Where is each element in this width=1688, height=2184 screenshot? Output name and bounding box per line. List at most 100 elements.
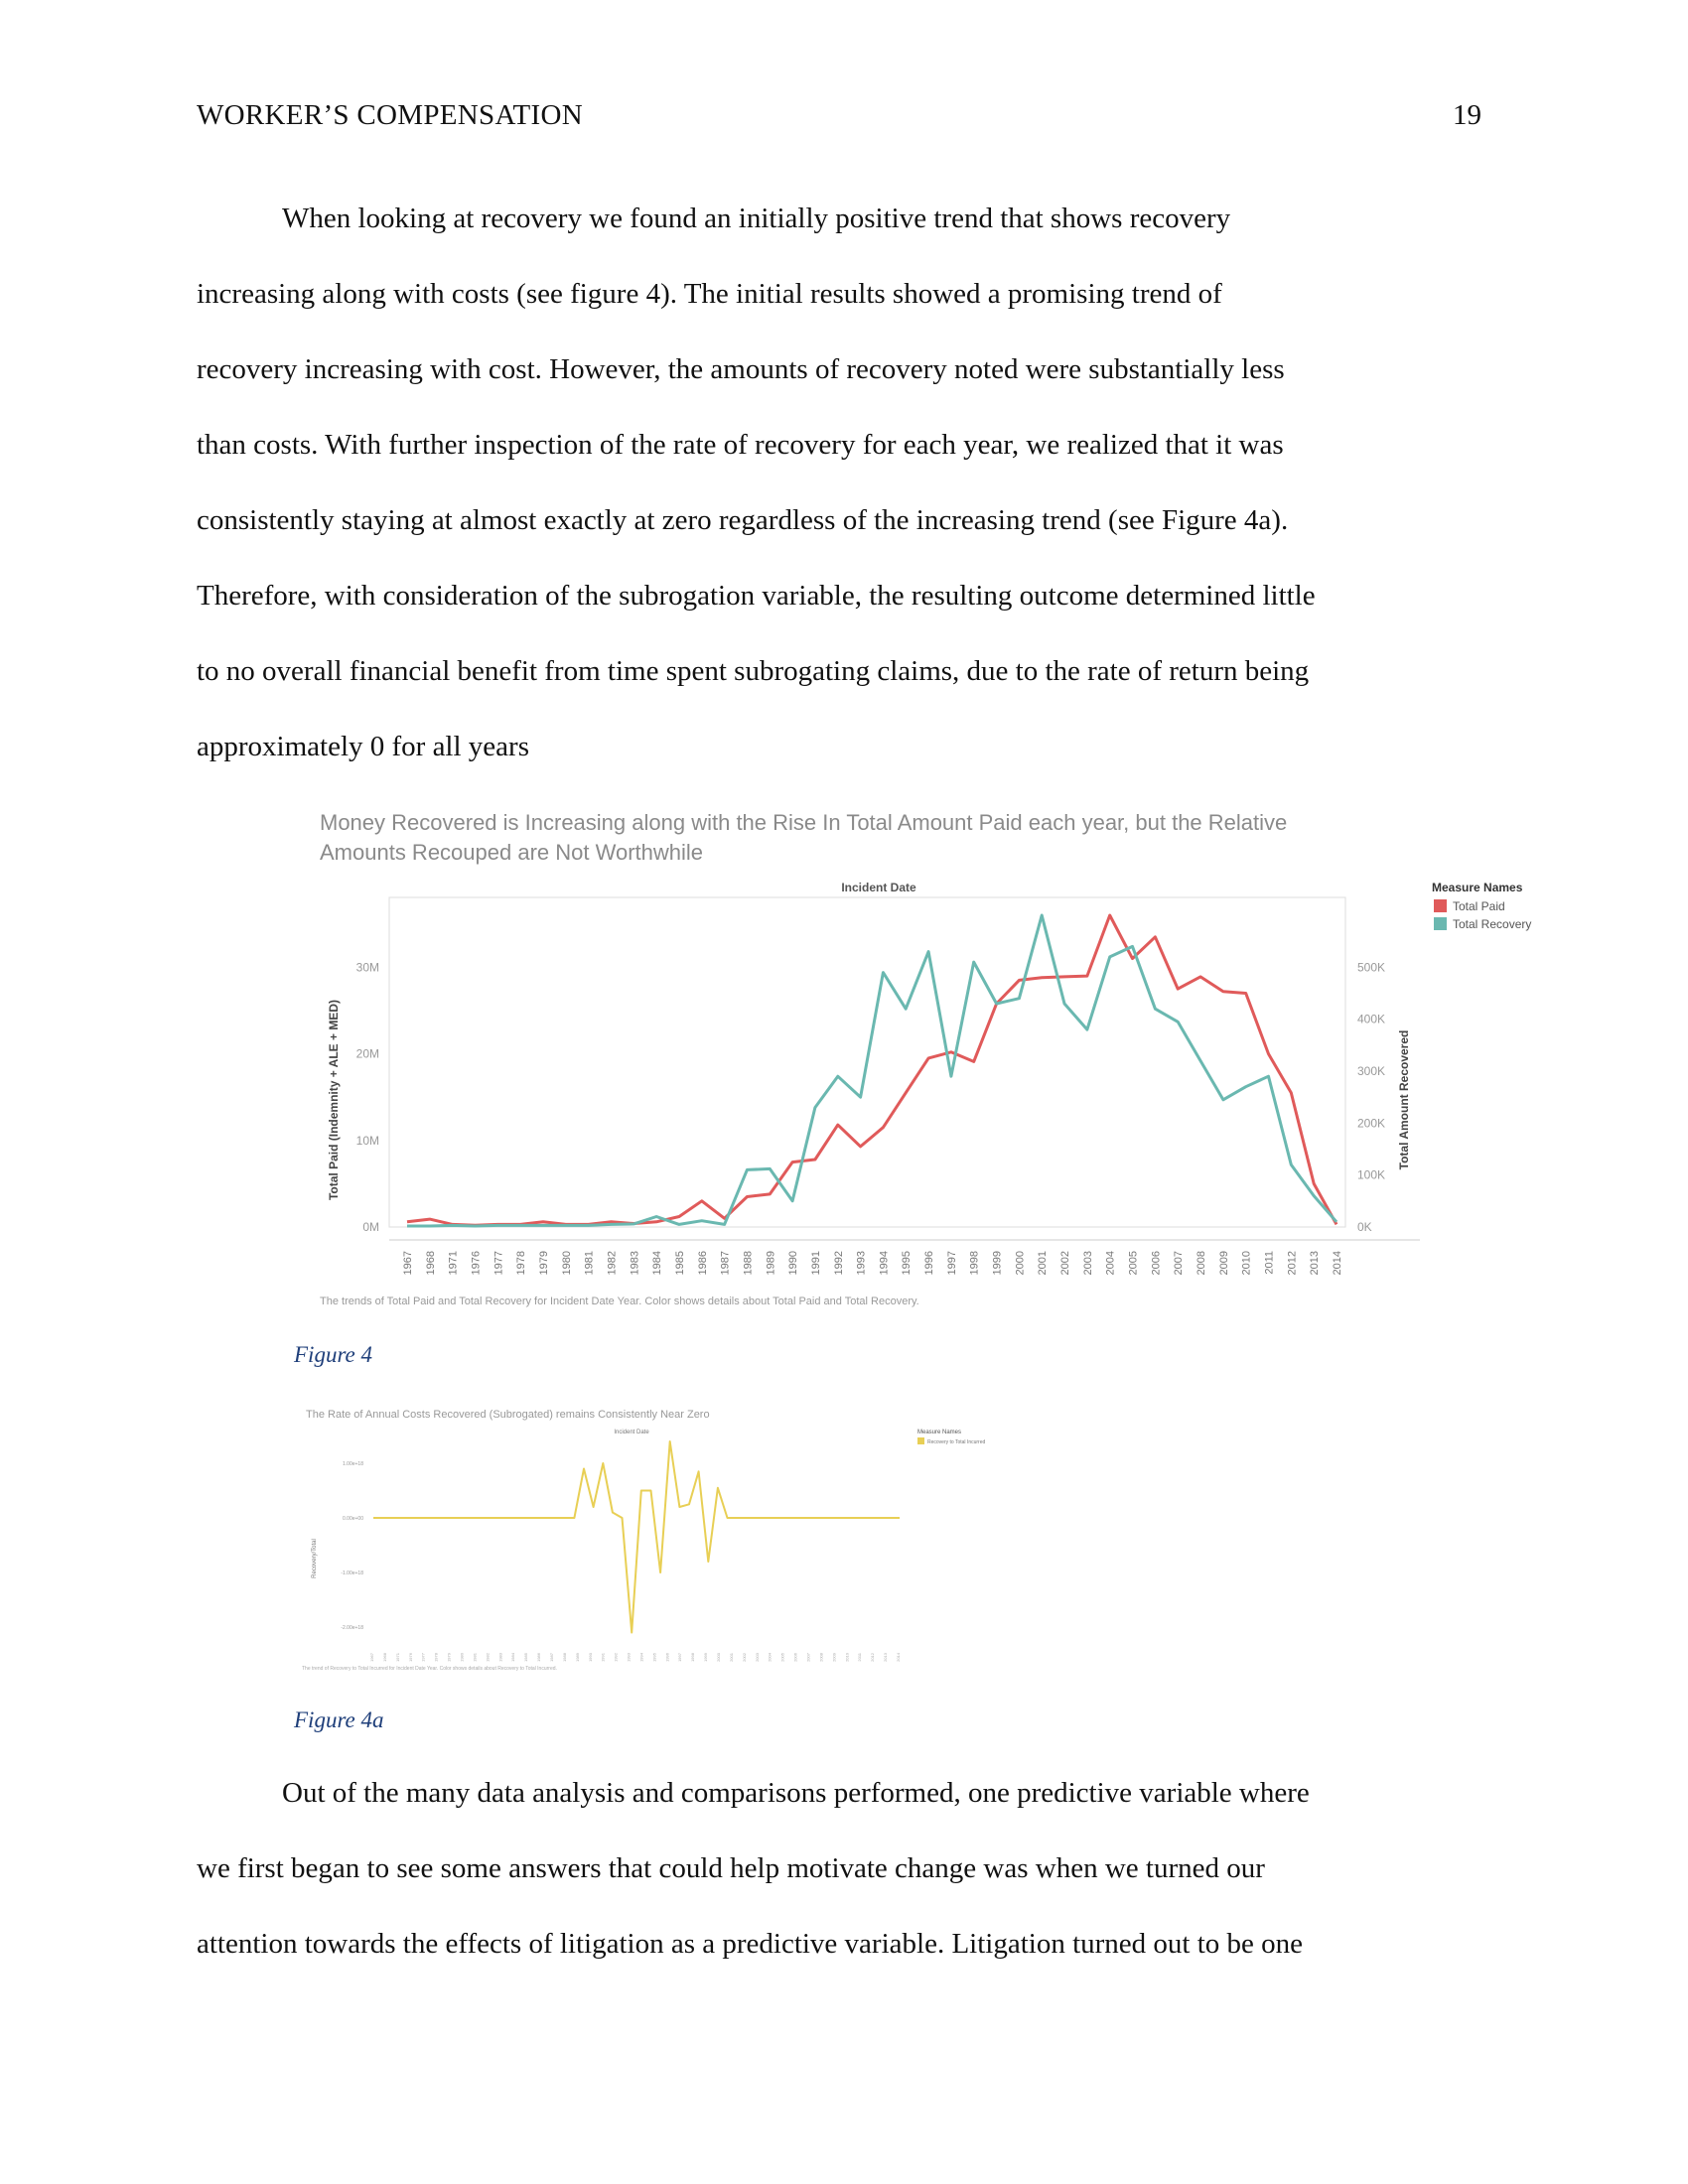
x-tick-label: 2001 — [1037, 1251, 1049, 1275]
x-tick-label: 1987 — [549, 1652, 554, 1662]
y-axis-label: Recovery/Total — [312, 1539, 318, 1578]
paragraph-line: we first began to see some answers that … — [197, 1852, 1265, 1884]
x-tick-label: 2002 — [742, 1652, 747, 1662]
legend-swatch — [917, 1437, 924, 1444]
x-tick-label: 1967 — [369, 1652, 374, 1662]
x-tick-label: 1996 — [664, 1652, 669, 1662]
x-tick-label: 1980 — [561, 1251, 573, 1275]
legend-label: Recovery to Total Incurred — [927, 1439, 985, 1445]
x-tick-label: 1986 — [536, 1652, 541, 1662]
left-axis: 30M 20M 10M 0M — [356, 960, 379, 1234]
x-tick-label: 2004 — [1105, 1251, 1117, 1275]
y-tick-label: -1.00e+18 — [341, 1570, 363, 1576]
running-header: WORKER’S COMPENSATION 19 — [197, 99, 1481, 139]
x-tick-label: 1978 — [434, 1652, 439, 1662]
x-tick-label: 1999 — [703, 1652, 708, 1662]
left-tick-label: 30M — [356, 960, 379, 974]
x-tick-label: 1997 — [946, 1251, 958, 1275]
chart-title-line1: Money Recovered is Increasing along with… — [320, 810, 1287, 835]
x-tick-label: 1979 — [538, 1251, 550, 1275]
chart-footnote: The trends of Total Paid and Total Recov… — [320, 1296, 919, 1307]
x-tick-label: 1979 — [447, 1652, 452, 1662]
left-axis-label: Total Paid (Indemnity + ALE + MED) — [327, 1000, 341, 1200]
x-tick-label: 1998 — [690, 1652, 695, 1662]
x-tick-label: 2001 — [729, 1652, 734, 1662]
x-tick-label: 1998 — [969, 1251, 981, 1275]
x-tick-label: 2011 — [857, 1652, 862, 1661]
x-tick-label: 1985 — [523, 1652, 528, 1662]
x-tick-label: 1977 — [492, 1251, 504, 1275]
top-axis-label: Incident Date — [614, 1430, 649, 1435]
plot-frame — [388, 896, 1420, 1241]
right-tick-label: 200K — [1357, 1116, 1385, 1130]
running-title: WORKER’S COMPENSATION — [197, 99, 583, 131]
plot-border — [388, 896, 1346, 1228]
right-axis: 500K 400K 300K 200K 100K 0K — [1357, 960, 1385, 1234]
paragraph-line: consistently staying at almost exactly a… — [197, 504, 1289, 536]
legend-swatch-total-paid — [1434, 899, 1447, 912]
x-tick-label: 2014 — [1332, 1251, 1343, 1275]
y-tick-label: 0.00e+00 — [343, 1516, 363, 1522]
right-tick-label: 400K — [1357, 1013, 1385, 1026]
x-tick-label: 1983 — [629, 1251, 640, 1275]
x-tick-label: 2010 — [844, 1652, 849, 1662]
x-tick-label: 2014 — [896, 1652, 901, 1662]
x-tick-label: 1996 — [923, 1251, 935, 1275]
x-tick-label: 1994 — [878, 1251, 890, 1275]
x-tick-label: 1981 — [584, 1251, 596, 1275]
right-tick-label: 500K — [1357, 960, 1385, 974]
series-line-total-paid — [406, 913, 1338, 1227]
x-tick-label: 1995 — [651, 1652, 656, 1662]
right-tick-label: 0K — [1357, 1220, 1372, 1234]
legend: Measure Names Recovery to Total Incurred — [917, 1430, 985, 1445]
x-tick-label: 1991 — [601, 1652, 606, 1662]
x-tick-label: 1991 — [810, 1251, 822, 1275]
x-tick-label: 1989 — [575, 1652, 580, 1662]
paragraph-line: attention towards the effects of litigat… — [197, 1928, 1304, 1960]
x-tick-label: 2013 — [1309, 1251, 1321, 1275]
x-tick-label: 1980 — [459, 1652, 464, 1662]
right-tick-label: 300K — [1357, 1064, 1385, 1078]
x-tick-label: 2005 — [1128, 1251, 1140, 1275]
x-tick-label: 2010 — [1241, 1251, 1253, 1275]
series-lines — [373, 1440, 900, 1634]
legend: Measure Names Total Paid Total Recovery — [1432, 881, 1531, 931]
paragraph-line: approximately 0 for all years — [197, 731, 529, 762]
x-tick-label: 2003 — [755, 1652, 760, 1662]
x-tick-label: 2003 — [1082, 1251, 1094, 1275]
left-tick-label: 10M — [356, 1134, 379, 1148]
x-tick-label: 1984 — [510, 1652, 515, 1662]
figure-4a-chart: The Rate of Annual Costs Recovered (Subr… — [302, 1409, 985, 1672]
x-tick-label: 1976 — [408, 1652, 413, 1662]
x-tick-label: 1978 — [515, 1251, 527, 1275]
x-tick-label: 2005 — [780, 1652, 785, 1662]
left-tick-label: 0M — [362, 1220, 379, 1234]
series-line-total-recovery — [407, 913, 1338, 1228]
right-axis-label: Total Amount Recovered — [1397, 1030, 1411, 1170]
x-tick-label: 1987 — [720, 1251, 732, 1275]
legend-swatch-total-recovery — [1434, 917, 1447, 930]
x-tick-label: 2009 — [831, 1652, 836, 1662]
legend-title: Measure Names — [917, 1430, 961, 1435]
series-line-recovery-ratio — [373, 1440, 900, 1634]
legend-label-total-recovery: Total Recovery — [1453, 917, 1531, 931]
paragraph-line: increasing along with costs (see figure … — [197, 278, 1222, 310]
paragraph-recovery: When looking at recovery we found an ini… — [197, 181, 1487, 784]
x-tick-label: 1995 — [901, 1251, 913, 1275]
figure-4-caption: Figure 4 — [294, 1342, 372, 1367]
legend-label-total-paid: Total Paid — [1453, 899, 1505, 913]
paragraph-line: Out of the many data analysis and compar… — [282, 1777, 1310, 1809]
x-tick-label: 2002 — [1059, 1251, 1071, 1275]
x-tick-label: 2000 — [716, 1652, 721, 1662]
x-tick-label: 1971 — [395, 1652, 400, 1662]
paragraph-litigation: Out of the many data analysis and compar… — [197, 1755, 1487, 1981]
paragraph-line: Therefore, with consideration of the sub… — [197, 580, 1316, 612]
x-tick-label: 1981 — [472, 1652, 477, 1662]
y-axis: 1.00e+18 0.00e+00 -1.00e+18 -2.00e+18 — [341, 1461, 363, 1631]
chart-footnote: The trend of Recovery to Total Incurred … — [302, 1666, 557, 1672]
y-tick-label: -2.00e+18 — [341, 1625, 363, 1631]
x-tick-label: 2008 — [818, 1652, 823, 1662]
x-tick-label: 2009 — [1218, 1251, 1230, 1275]
x-tick-label: 1993 — [856, 1251, 868, 1275]
x-axis-labels: 1967 1968 1971 1976 1977 1978 1979 1980 1981 1982… — [402, 1251, 1343, 1275]
